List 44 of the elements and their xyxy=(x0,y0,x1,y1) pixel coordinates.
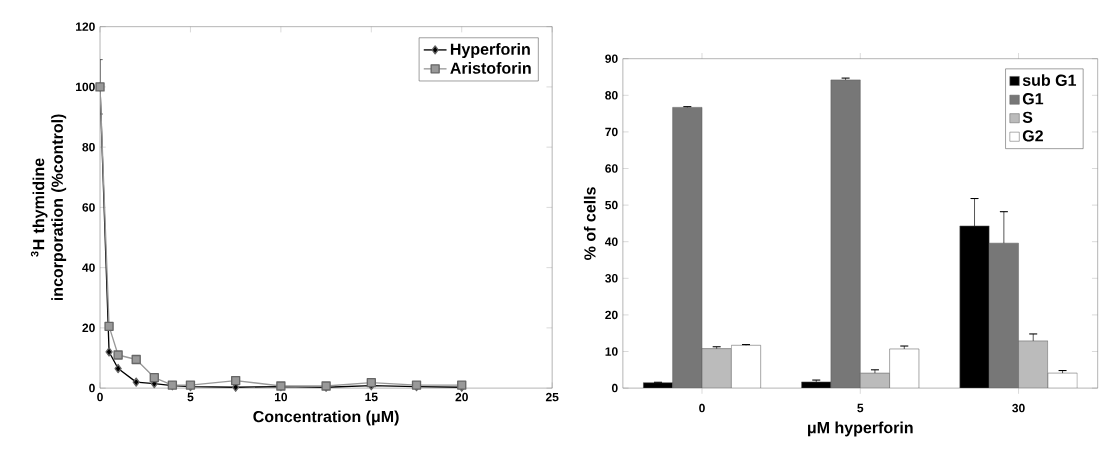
y-tick-label: 80 xyxy=(82,142,95,152)
y-tick-label: 20 xyxy=(605,310,618,319)
legend-label: sub G1 xyxy=(1022,73,1077,86)
x-axis-title: μM hyperforin xyxy=(808,421,913,437)
legend-label: G1 xyxy=(1022,92,1044,105)
x-tick-label: 15 xyxy=(365,392,378,401)
x-tick-label: 25 xyxy=(545,392,559,402)
y-tick-label: 10 xyxy=(605,347,618,356)
point xyxy=(149,372,159,383)
legend-label: G2 xyxy=(1022,129,1043,142)
x-tick-label: 10 xyxy=(274,392,288,402)
point xyxy=(105,347,113,357)
y-tick-label: 80 xyxy=(605,90,618,100)
point xyxy=(114,363,122,373)
y-axis-title: $^{3}$H thymidine incorporation (%control) xyxy=(30,114,67,300)
point xyxy=(113,350,123,360)
y-tick-label: 60 xyxy=(605,164,618,173)
y-tick-label: 0 xyxy=(89,383,95,393)
x-axis-title: Concentration (μM) xyxy=(253,410,399,426)
legend-label: S xyxy=(1022,111,1033,123)
x-tick-label: 20 xyxy=(455,392,468,402)
y-tick-label: 40 xyxy=(604,237,618,246)
x-tick-label: 5 xyxy=(187,392,194,401)
x-tick-label: 5 xyxy=(857,403,864,412)
y-tick-label: 70 xyxy=(605,127,618,136)
x-tick-label: 0 xyxy=(699,403,705,413)
y-tick-label: 40 xyxy=(82,263,95,272)
point xyxy=(131,354,141,364)
point xyxy=(231,375,241,386)
y-tick-label: 100 xyxy=(76,82,95,91)
y-tick-label: 0 xyxy=(611,383,618,393)
y-tick-label: 30 xyxy=(605,273,618,283)
y-tick-label: 60 xyxy=(82,202,95,212)
legend-label: Aristoforin xyxy=(450,61,531,74)
x-tick-label: 30 xyxy=(1012,403,1025,413)
y-tick-label: 120 xyxy=(76,22,95,31)
y-axis-title: % of cells xyxy=(583,186,596,260)
legend-label: Hyperforin xyxy=(450,42,530,58)
point xyxy=(132,377,140,387)
y-tick-label: 90 xyxy=(605,54,618,63)
point xyxy=(104,321,114,331)
y-tick-label: 50 xyxy=(605,200,618,210)
x-tick-label: 0 xyxy=(97,392,103,402)
y-tick-label: 20 xyxy=(82,323,95,332)
